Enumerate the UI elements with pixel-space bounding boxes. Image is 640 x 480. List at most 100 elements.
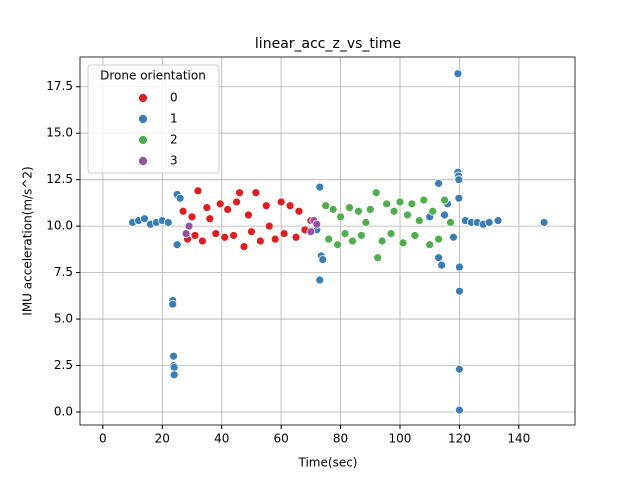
point xyxy=(493,216,503,225)
point xyxy=(247,227,256,237)
point xyxy=(389,206,399,216)
point xyxy=(169,351,178,361)
point xyxy=(294,206,304,216)
point xyxy=(321,201,331,211)
point xyxy=(407,199,417,209)
point xyxy=(455,405,464,415)
point xyxy=(539,218,549,227)
point xyxy=(455,364,464,374)
y-tick-label: 2.5 xyxy=(54,358,73,372)
point xyxy=(386,229,396,238)
grid xyxy=(80,57,575,425)
legend-marker xyxy=(138,93,148,103)
plot-frame xyxy=(79,56,576,426)
point xyxy=(434,178,444,188)
point xyxy=(193,186,203,196)
point xyxy=(198,236,207,246)
point xyxy=(365,205,375,214)
point xyxy=(440,195,449,205)
legend-box xyxy=(87,64,220,174)
point xyxy=(235,188,244,198)
point xyxy=(340,229,350,238)
legend-label: 3 xyxy=(170,154,178,168)
x-tick-label: 120 xyxy=(448,432,471,446)
x-tick-label: 40 xyxy=(214,432,229,446)
point xyxy=(395,197,405,207)
point xyxy=(434,253,444,263)
point xyxy=(244,210,253,220)
point xyxy=(232,197,241,207)
point xyxy=(419,195,429,205)
point xyxy=(315,275,325,285)
point xyxy=(211,229,221,238)
point xyxy=(169,362,179,372)
point xyxy=(202,203,212,212)
point xyxy=(140,214,149,224)
x-tick-label: 0 xyxy=(99,432,107,446)
point xyxy=(324,234,334,244)
point xyxy=(205,214,215,224)
legend-label: 1 xyxy=(170,112,178,126)
point xyxy=(440,210,449,220)
y-tick-label: 7.5 xyxy=(54,265,73,279)
point xyxy=(382,199,392,209)
point xyxy=(449,232,458,242)
y-tick-label: 12.5 xyxy=(46,172,73,186)
point xyxy=(229,231,239,240)
point xyxy=(223,205,233,214)
point xyxy=(279,229,289,238)
x-tick-label: 100 xyxy=(389,432,412,446)
point xyxy=(169,370,179,380)
point xyxy=(312,219,322,229)
x-tick-label: 80 xyxy=(333,432,348,446)
point xyxy=(306,227,316,237)
y-tick-label: 15.0 xyxy=(46,126,73,140)
point xyxy=(333,240,343,250)
point xyxy=(239,242,249,251)
point xyxy=(251,188,261,198)
x-tick-label: 60 xyxy=(274,432,289,446)
point xyxy=(336,212,345,222)
point xyxy=(454,175,464,185)
point xyxy=(261,201,271,211)
point xyxy=(455,286,464,296)
point xyxy=(163,218,173,227)
point xyxy=(348,236,357,246)
point xyxy=(175,193,185,203)
point xyxy=(328,205,338,214)
point xyxy=(371,188,381,198)
point xyxy=(270,234,280,244)
point xyxy=(398,238,408,248)
point xyxy=(428,206,438,216)
legend-label: 2 xyxy=(170,133,178,147)
point xyxy=(354,206,363,216)
y-axis-label: IMU acceleration(m/s^2) xyxy=(21,166,35,315)
point xyxy=(215,199,225,209)
point xyxy=(220,232,230,242)
point xyxy=(437,260,446,270)
y-tick-label: 0.0 xyxy=(54,404,73,418)
chart-title: linear_acc_z_vs_time xyxy=(255,36,401,52)
legend-marker xyxy=(138,114,148,124)
point xyxy=(446,218,455,227)
x-tick-label: 20 xyxy=(155,432,170,446)
point xyxy=(291,232,301,242)
point xyxy=(255,236,265,246)
point xyxy=(434,234,444,244)
point xyxy=(187,212,197,222)
point xyxy=(425,240,435,250)
point xyxy=(373,253,383,263)
x-tick-label: 140 xyxy=(507,432,530,446)
point xyxy=(361,218,371,227)
legend-marker xyxy=(138,135,148,145)
legend-marker xyxy=(138,156,148,166)
point xyxy=(453,69,463,79)
point xyxy=(315,182,325,192)
point xyxy=(410,231,420,240)
point xyxy=(454,193,464,203)
points xyxy=(128,69,549,415)
point xyxy=(264,221,274,231)
point xyxy=(484,218,494,227)
point xyxy=(276,197,286,207)
